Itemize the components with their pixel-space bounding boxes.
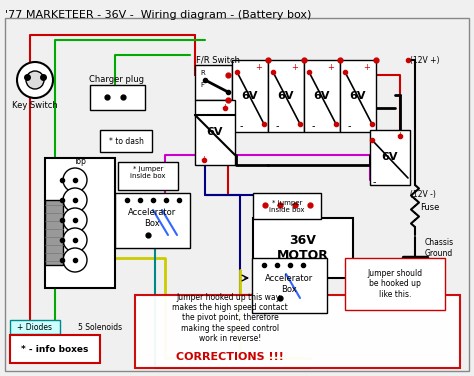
Bar [232, 60, 268, 132]
Bar [45, 200, 63, 265]
Text: 6V: 6V [207, 127, 223, 137]
Text: -: - [239, 121, 243, 131]
Bar [253, 193, 321, 219]
Text: * - info boxes: * - info boxes [21, 344, 89, 353]
Text: 6V: 6V [242, 91, 258, 101]
Text: Fuse: Fuse [420, 203, 439, 212]
Text: Charger plug: Charger plug [90, 76, 145, 85]
Text: (12V +): (12V +) [410, 56, 439, 65]
Text: Key Switch: Key Switch [12, 100, 58, 109]
Bar [253, 218, 353, 278]
Bar [195, 65, 232, 100]
Text: +: + [201, 156, 208, 165]
Circle shape [63, 168, 87, 192]
Text: -: - [372, 177, 376, 187]
Text: Jumper should
be hooked up
like this.: Jumper should be hooked up like this. [367, 269, 422, 299]
Bar [304, 60, 340, 132]
Text: (12V -): (12V -) [410, 191, 436, 200]
Circle shape [63, 248, 87, 272]
Text: +: + [397, 132, 403, 141]
Text: 6V: 6V [278, 91, 294, 101]
Circle shape [63, 228, 87, 252]
Bar [252, 258, 327, 313]
Text: 36V
MOTOR: 36V MOTOR [277, 234, 329, 262]
Text: Accelerator
Box: Accelerator Box [128, 208, 176, 228]
Circle shape [26, 71, 44, 89]
Text: 6V: 6V [314, 91, 330, 101]
Bar [10, 335, 100, 363]
Text: 6V: 6V [382, 152, 398, 162]
Text: * jumper
inside box: * jumper inside box [130, 165, 166, 179]
Text: +: + [364, 64, 371, 73]
Text: CORRECTIONS !!!: CORRECTIONS !!! [176, 352, 284, 362]
Bar [135, 295, 460, 368]
Text: 5 Solenoids: 5 Solenoids [78, 323, 122, 332]
Text: Chassis
Ground: Chassis Ground [425, 238, 454, 258]
Bar [100, 130, 152, 152]
Text: -: - [311, 121, 315, 131]
Text: +: + [221, 103, 228, 112]
Text: -: - [347, 121, 351, 131]
Bar [268, 60, 304, 132]
Circle shape [63, 208, 87, 232]
Bar [345, 258, 445, 310]
Bar [118, 162, 178, 190]
Circle shape [63, 188, 87, 212]
Bar [45, 158, 115, 288]
Text: + Diodes: + Diodes [18, 323, 53, 332]
Text: Accelerator
Box: Accelerator Box [265, 274, 313, 294]
Bar [340, 60, 376, 132]
Text: +: + [255, 64, 263, 73]
Text: F/R Switch: F/R Switch [196, 56, 240, 65]
Bar [115, 193, 190, 248]
Text: R: R [200, 70, 205, 76]
Bar [195, 100, 235, 165]
Text: '77 MARKETEER - 36V -  Wiring diagram - (Battery box): '77 MARKETEER - 36V - Wiring diagram - (… [5, 10, 311, 20]
Text: +: + [328, 64, 335, 73]
Text: 6V: 6V [350, 91, 366, 101]
Bar [90, 85, 145, 110]
Bar [370, 130, 410, 185]
Circle shape [17, 62, 53, 98]
Bar [10, 320, 60, 334]
Text: Top: Top [73, 158, 86, 167]
Text: Jumper hooked up this way,
makes the high speed contact
the pivot point, therefo: Jumper hooked up this way, makes the hig… [172, 293, 288, 343]
Text: * jumper
inside box: * jumper inside box [269, 200, 305, 214]
Text: +: + [292, 64, 299, 73]
Text: * to dash: * to dash [109, 136, 144, 146]
Text: -: - [275, 121, 279, 131]
Text: F: F [200, 82, 204, 88]
